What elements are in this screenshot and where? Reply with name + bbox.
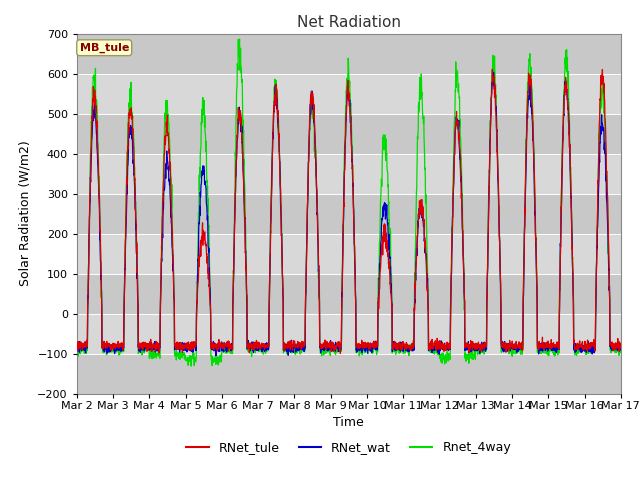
- Bar: [77, 313, 621, 354]
- Bar: [77, 354, 621, 394]
- X-axis label: Time: Time: [333, 416, 364, 429]
- Bar: [77, 34, 621, 73]
- Legend: RNet_tule, RNet_wat, Rnet_4way: RNet_tule, RNet_wat, Rnet_4way: [182, 436, 516, 459]
- Bar: [77, 154, 621, 193]
- Bar: [77, 234, 621, 274]
- Y-axis label: Solar Radiation (W/m2): Solar Radiation (W/m2): [19, 141, 32, 287]
- Text: MB_tule: MB_tule: [79, 43, 129, 53]
- Bar: [77, 274, 621, 313]
- Bar: [77, 73, 621, 114]
- Bar: [77, 114, 621, 154]
- Title: Net Radiation: Net Radiation: [297, 15, 401, 30]
- Bar: [77, 193, 621, 234]
